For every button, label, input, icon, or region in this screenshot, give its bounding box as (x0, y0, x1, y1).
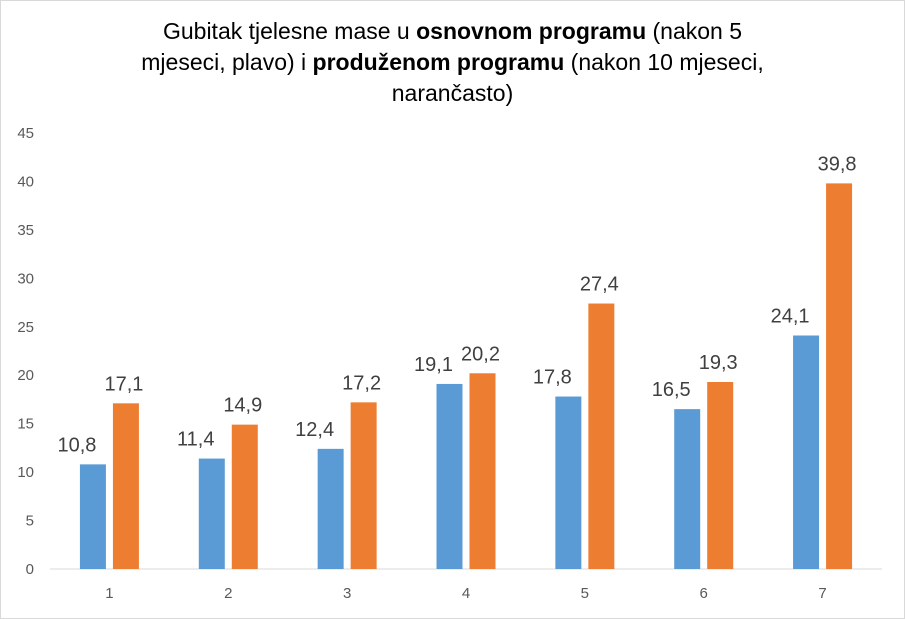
bar-series-1 (198, 458, 225, 569)
title-bold-1: osnovnom programu (416, 18, 647, 44)
title-part-2: (nakon 5 mjeseci, plavo) i (141, 18, 743, 75)
y-tick-label: 10 (17, 464, 34, 481)
data-label: 14,9 (223, 395, 262, 417)
bar-series-1 (555, 396, 582, 569)
data-label: 24,1 (771, 305, 810, 327)
bar-series-2 (350, 402, 377, 569)
x-tick-label: 5 (581, 585, 589, 602)
bar-series-2 (707, 382, 734, 569)
bar-series-1 (674, 409, 701, 569)
y-tick-label: 25 (17, 319, 34, 336)
y-tick-label: 30 (17, 270, 34, 287)
title-part-1: Gubitak tjelesne mase u (162, 18, 417, 44)
bar-series-1 (436, 383, 463, 569)
y-tick-label: 40 (17, 173, 34, 190)
chart-title: Gubitak tjelesne mase u osnovnom program… (120, 16, 785, 109)
data-label: 10,8 (57, 434, 96, 456)
x-tick-label: 4 (462, 585, 470, 602)
x-tick-label: 6 (700, 585, 708, 602)
bar-series-2 (588, 303, 615, 569)
data-label: 27,4 (580, 274, 619, 296)
bar-series-1 (79, 464, 106, 569)
bar-series-2 (231, 424, 258, 569)
data-label: 19,3 (699, 352, 738, 374)
data-label: 11,4 (177, 429, 214, 451)
data-label: 17,2 (342, 372, 381, 394)
x-tick-label: 3 (343, 585, 351, 602)
x-tick-label: 7 (818, 585, 826, 602)
y-tick-label: 0 (26, 561, 34, 578)
bar-series-2 (469, 373, 496, 569)
data-label: 17,8 (533, 367, 572, 389)
data-label: 16,5 (652, 379, 691, 401)
data-label: 17,1 (104, 373, 143, 395)
y-tick-label: 20 (17, 367, 34, 384)
title-part-3: (nakon 10 mjeseci, narančasto) (391, 49, 764, 106)
x-tick-label: 2 (224, 585, 232, 602)
data-label: 19,1 (414, 354, 453, 376)
y-tick-label: 5 (26, 513, 34, 530)
data-label: 20,2 (461, 343, 500, 365)
y-tick-label: 35 (17, 222, 34, 239)
bar-series-2 (112, 403, 139, 569)
bar-series-1 (793, 335, 820, 569)
bar-series-2 (826, 183, 853, 570)
data-label: 39,8 (818, 153, 857, 175)
x-tick-label: 1 (105, 585, 113, 602)
y-tick-label: 15 (17, 416, 34, 433)
y-tick-label: 45 (17, 125, 34, 142)
bar-series-1 (317, 448, 344, 569)
title-bold-2: produženom programu (312, 49, 565, 75)
data-label: 12,4 (295, 419, 334, 441)
